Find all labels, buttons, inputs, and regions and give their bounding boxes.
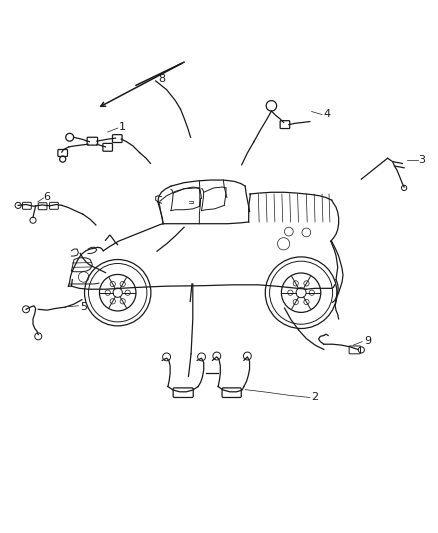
Text: 4: 4: [324, 109, 331, 119]
Text: 8: 8: [158, 74, 165, 84]
Text: 1: 1: [119, 122, 126, 132]
Text: 6: 6: [43, 192, 50, 201]
Text: 3: 3: [419, 155, 426, 165]
Text: 5: 5: [80, 302, 87, 312]
Text: 2: 2: [311, 392, 318, 402]
Text: 9: 9: [364, 336, 371, 346]
